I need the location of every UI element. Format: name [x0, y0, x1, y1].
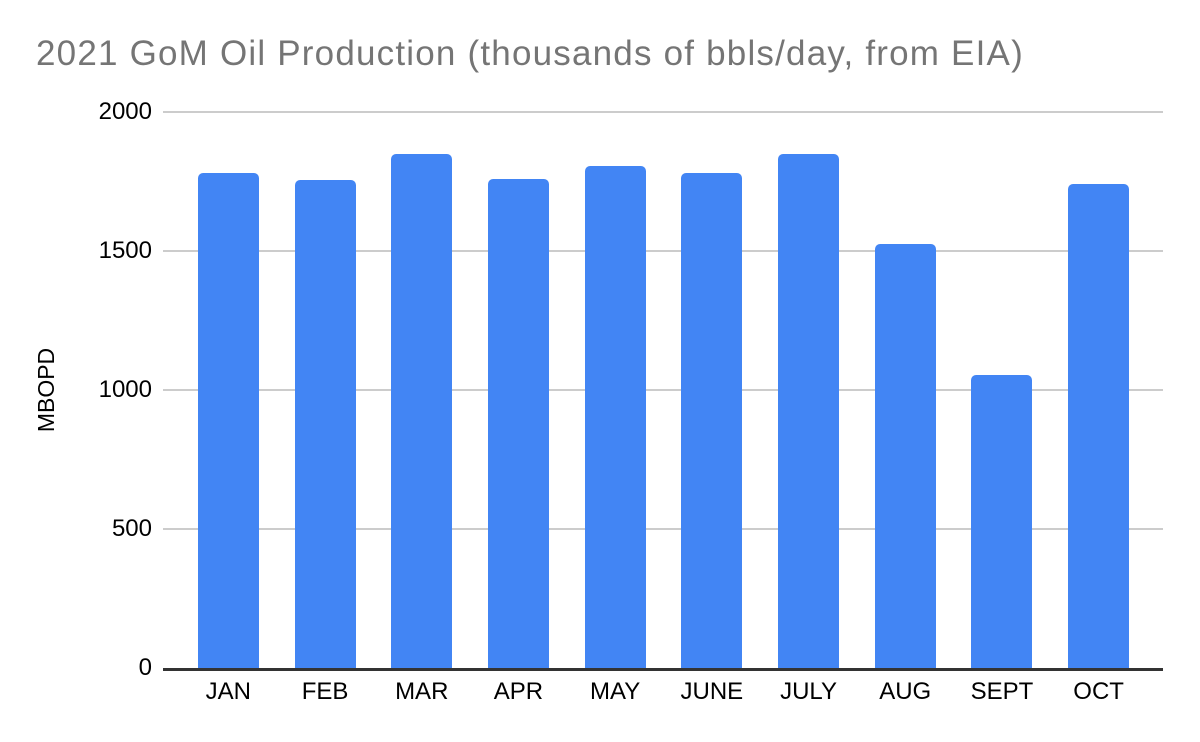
y-tick-label-2000: 2000: [98, 98, 152, 125]
gridline-2000: [163, 111, 1163, 113]
y-tick-label-0: 0: [138, 654, 152, 681]
x-tick-label-feb: FEB: [301, 678, 349, 705]
x-tick-label-oct: OCT: [1073, 678, 1124, 705]
x-tick-label-aug: AUG: [879, 678, 932, 705]
chart-title: 2021 GoM Oil Production (thousands of bb…: [36, 34, 1024, 73]
bar-jan[interactable]: [197, 173, 259, 668]
bar-sept[interactable]: [971, 374, 1033, 668]
bar-may[interactable]: [584, 166, 646, 668]
gridline-1500: [163, 250, 1163, 252]
x-tick-label-sept: SEPT: [970, 678, 1034, 705]
bar-july[interactable]: [778, 153, 840, 668]
x-tick-label-apr: APR: [493, 678, 544, 705]
y-tick-label-500: 500: [111, 515, 152, 542]
gridline-500: [163, 528, 1163, 530]
x-tick-label-may: MAY: [590, 678, 641, 705]
bar-mar[interactable]: [391, 153, 453, 668]
x-tick-label-june: JUNE: [680, 678, 744, 705]
x-axis-line: [163, 668, 1163, 671]
y-axis-title: MBOPD: [33, 347, 59, 433]
bar-oct[interactable]: [1068, 184, 1130, 668]
x-tick-label-jan: JAN: [205, 678, 252, 705]
y-tick-label-1500: 1500: [98, 237, 152, 264]
gridline-1000: [163, 389, 1163, 391]
y-tick-label-1000: 1000: [98, 376, 152, 403]
bar-aug[interactable]: [874, 244, 936, 668]
x-tick-label-july: JULY: [780, 678, 837, 705]
bar-june[interactable]: [681, 173, 743, 668]
bar-feb[interactable]: [294, 180, 356, 668]
bar-apr[interactable]: [487, 178, 549, 668]
x-tick-label-mar: MAR: [395, 678, 449, 705]
